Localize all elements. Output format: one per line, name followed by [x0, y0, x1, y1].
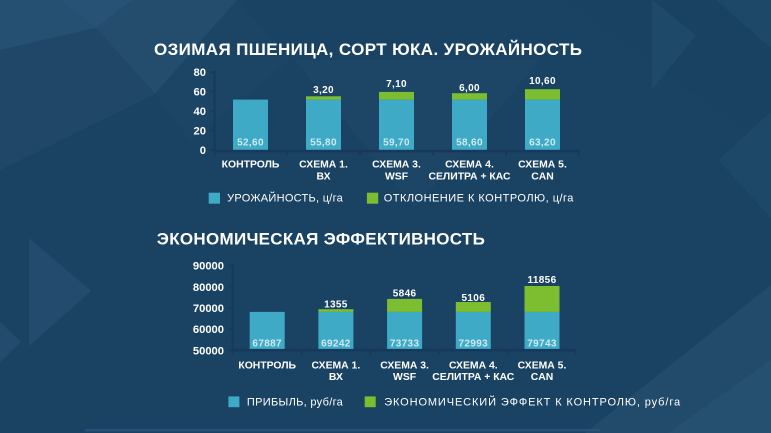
svg-text:CAN: CAN [531, 372, 554, 383]
svg-text:79743: 79743 [527, 339, 557, 350]
svg-text:СХЕМА 4.: СХЕМА 4. [445, 159, 494, 170]
svg-text:5106: 5106 [461, 293, 485, 304]
svg-text:6,00: 6,00 [459, 83, 480, 94]
svg-text:80: 80 [194, 67, 206, 79]
svg-text:60: 60 [194, 87, 206, 99]
svg-text:ОТКЛОНЕНИЕ К КОНТРОЛЮ, ц/га: ОТКЛОНЕНИЕ К КОНТРОЛЮ, ц/га [384, 193, 575, 205]
svg-text:CAN: CAN [531, 172, 554, 183]
svg-text:3,20: 3,20 [313, 85, 334, 96]
svg-text:58,60: 58,60 [456, 138, 483, 149]
svg-text:0: 0 [200, 145, 206, 157]
svg-text:ЭКОНОМИЧЕСКИЙ ЭФФЕКТ К КОНТРОЛ: ЭКОНОМИЧЕСКИЙ ЭФФЕКТ К КОНТРОЛЮ, руб/га [384, 395, 681, 408]
svg-text:СХЕМА 1.: СХЕМА 1. [299, 159, 348, 170]
svg-text:КОНТРОЛЬ: КОНТРОЛЬ [222, 159, 280, 170]
svg-text:ОЗИМАЯ ПШЕНИЦА, СОРТ ЮКА. УРОЖ: ОЗИМАЯ ПШЕНИЦА, СОРТ ЮКА. УРОЖАЙНОСТЬ [154, 40, 582, 59]
svg-text:90000: 90000 [193, 261, 224, 273]
svg-text:СХЕМА 1.: СХЕМА 1. [312, 360, 361, 371]
svg-text:1355: 1355 [324, 299, 348, 310]
svg-text:WSF: WSF [385, 172, 408, 183]
svg-text:СЕЛИТРА + КАС: СЕЛИТРА + КАС [429, 172, 511, 183]
svg-text:67887: 67887 [252, 339, 282, 350]
svg-text:СХЕМА 5.: СХЕМА 5. [518, 159, 567, 170]
svg-text:70000: 70000 [193, 303, 224, 315]
svg-text:20: 20 [194, 126, 206, 138]
svg-text:СЕЛИТРА + КАС: СЕЛИТРА + КАС [432, 372, 514, 383]
svg-text:5846: 5846 [393, 289, 417, 300]
svg-text:СХЕМА 5.: СХЕМА 5. [518, 360, 567, 371]
svg-text:КОНТРОЛЬ: КОНТРОЛЬ [238, 360, 296, 371]
svg-text:СХЕМА 3.: СХЕМА 3. [380, 360, 429, 371]
svg-text:80000: 80000 [193, 282, 224, 294]
svg-text:69242: 69242 [321, 339, 351, 350]
svg-text:55,80: 55,80 [310, 138, 337, 149]
svg-text:10,60: 10,60 [529, 76, 556, 87]
svg-text:52,60: 52,60 [237, 138, 264, 149]
svg-text:72993: 72993 [459, 339, 489, 350]
svg-text:ЭКОНОМИЧЕСКАЯ ЭФФЕКТИВНОСТЬ: ЭКОНОМИЧЕСКАЯ ЭФФЕКТИВНОСТЬ [157, 230, 485, 249]
svg-text:7,10: 7,10 [386, 79, 407, 90]
svg-text:WSF: WSF [393, 372, 416, 383]
svg-text:60000: 60000 [193, 324, 224, 336]
svg-text:40: 40 [194, 106, 206, 118]
svg-text:50000: 50000 [193, 345, 224, 357]
svg-text:СХЕМА 3.: СХЕМА 3. [372, 159, 421, 170]
svg-text:73733: 73733 [390, 339, 420, 350]
svg-text:59,70: 59,70 [383, 138, 410, 149]
svg-text:СХЕМА 4.: СХЕМА 4. [449, 360, 498, 371]
svg-text:УРОЖАЙНОСТЬ, ц/га: УРОЖАЙНОСТЬ, ц/га [227, 192, 344, 205]
svg-text:ПРИБЫЛЬ, руб/га: ПРИБЫЛЬ, руб/га [247, 396, 344, 408]
svg-text:11856: 11856 [527, 275, 556, 286]
svg-text:ВХ: ВХ [316, 172, 330, 183]
svg-text:63,20: 63,20 [529, 138, 556, 149]
svg-text:ВХ: ВХ [329, 372, 343, 383]
